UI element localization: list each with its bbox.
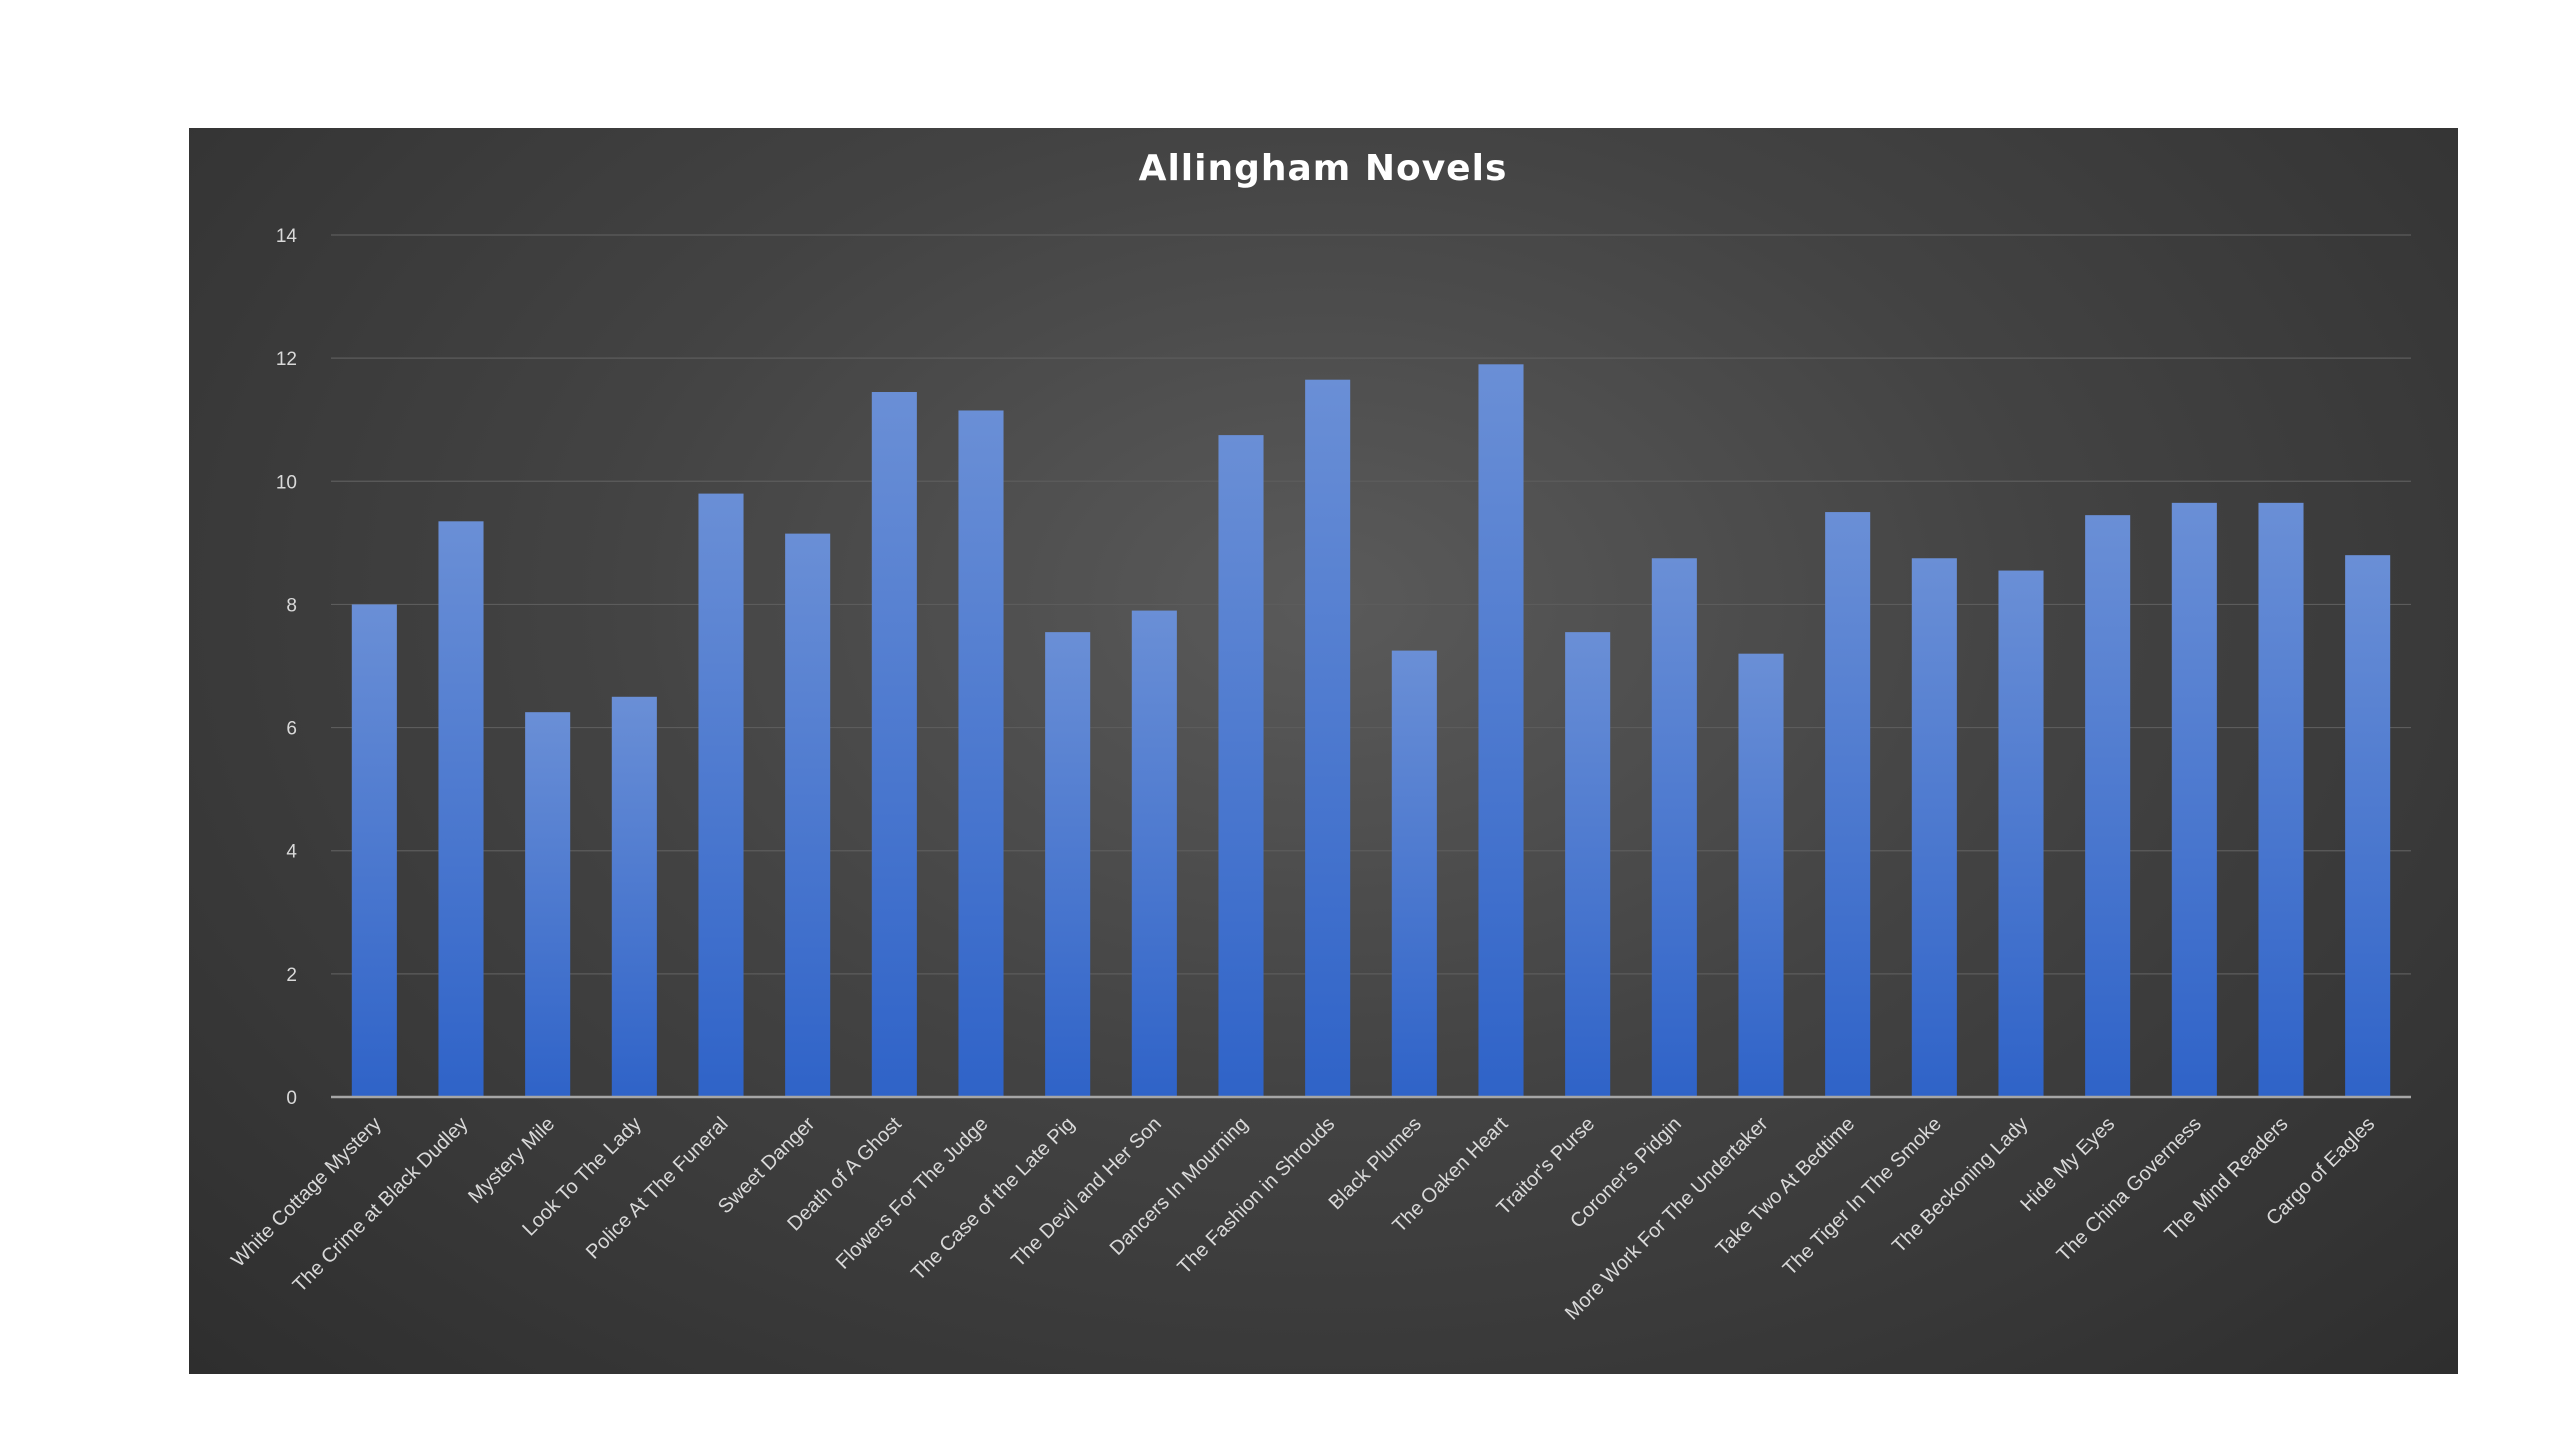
bar: [1738, 653, 1784, 1097]
bar: [1478, 364, 1524, 1097]
bar: [1651, 558, 1697, 1097]
y-tick-label: 10: [276, 472, 297, 493]
bar: [438, 521, 484, 1097]
y-tick-label: 14: [276, 226, 298, 247]
bar: [2085, 515, 2131, 1097]
bar: [1825, 512, 1871, 1097]
x-tick-label: The China Governess: [2053, 1113, 2206, 1266]
x-tick-label: The Tiger In The Smoke: [1779, 1113, 1946, 1280]
x-tick-label: Mystery Mile: [464, 1113, 559, 1208]
bar: [1391, 650, 1437, 1097]
bar: [351, 604, 397, 1097]
x-tick-label: The Case of the Late Pig: [907, 1113, 1079, 1285]
gridlines: [331, 234, 2411, 975]
bar: [785, 533, 831, 1097]
chart-title: Allingham Novels: [1139, 148, 1508, 189]
y-tick-label: 12: [276, 349, 297, 370]
bar-chart: Allingham Novels 0 2 4 6 8 10 12 14 White Cotta…: [227, 148, 2411, 1325]
bar: [2258, 502, 2304, 1098]
bar: [958, 410, 1004, 1097]
x-tick-label: The Devil and Her Son: [1007, 1113, 1166, 1272]
x-tick-label: The Crime at Black Dudley: [289, 1113, 473, 1297]
bar: [1911, 558, 1957, 1097]
x-tick-label: Flowers For The Judge: [832, 1113, 993, 1274]
bar: [525, 712, 571, 1097]
bar: [871, 392, 917, 1097]
y-tick-label: 0: [286, 1088, 297, 1109]
bar: [1045, 632, 1091, 1097]
chart-panel: Allingham Novels 0 2 4 6 8 10 12 14 White Cotta…: [189, 128, 2458, 1374]
bar: [1131, 610, 1177, 1097]
x-tick-label: The Fashion in Shrouds: [1173, 1113, 1339, 1279]
y-tick-label: 4: [286, 842, 297, 863]
bar: [698, 493, 744, 1098]
bar: [2171, 502, 2217, 1098]
bar: [1218, 435, 1264, 1097]
x-tick-label: White Cottage Mystery: [227, 1113, 386, 1272]
bar: [1305, 379, 1351, 1097]
y-tick-label: 2: [286, 965, 297, 986]
bar: [1565, 632, 1611, 1097]
bar: [2345, 555, 2391, 1097]
y-tick-label: 6: [286, 719, 297, 740]
y-tick-label: 8: [286, 595, 297, 616]
y-axis-ticks: 0 2 4 6 8 10 12 14: [276, 226, 298, 1109]
bar: [611, 696, 657, 1097]
bar: [1998, 570, 2044, 1097]
bars: [351, 364, 2391, 1098]
x-tick-label: Police At The Funeral: [582, 1113, 733, 1264]
